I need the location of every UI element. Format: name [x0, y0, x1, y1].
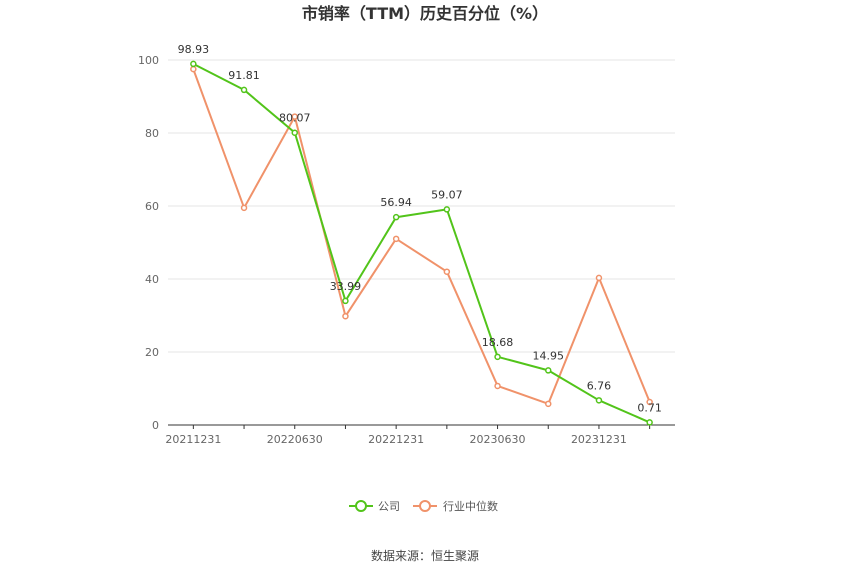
- data-point[interactable]: [190, 60, 197, 68]
- data-point[interactable]: [494, 353, 501, 361]
- legend-label: 行业中位数: [443, 499, 498, 513]
- legend[interactable]: 公司 行业中位数: [349, 499, 498, 513]
- data-point[interactable]: [443, 206, 451, 213]
- data-label: 56.94: [380, 196, 412, 209]
- data-point[interactable]: [392, 213, 400, 221]
- data-point[interactable]: [342, 297, 349, 305]
- data-point[interactable]: [595, 274, 603, 282]
- data-point[interactable]: [545, 400, 552, 408]
- data-point[interactable]: [342, 312, 349, 320]
- x-tick-label: 20211231: [165, 433, 221, 446]
- y-tick-label: 0: [152, 419, 159, 432]
- legend-swatch-marker: [355, 500, 367, 512]
- data-label: 59.07: [431, 188, 463, 201]
- data-point[interactable]: [240, 86, 248, 94]
- series-line-0: [192, 63, 651, 424]
- x-tick-label: 20231231: [571, 433, 627, 446]
- data-label: 80.07: [279, 112, 311, 125]
- grid-layer: [168, 59, 675, 353]
- legend-swatch-marker: [419, 500, 431, 512]
- legend-item-1[interactable]: 行业中位数: [413, 499, 498, 513]
- legend-item-0[interactable]: 公司: [349, 500, 400, 513]
- data-label: 18.68: [482, 336, 514, 349]
- chart-title: 市销率（TTM）历史百分位（%）: [302, 4, 548, 23]
- data-point[interactable]: [646, 419, 653, 426]
- data-point[interactable]: [494, 382, 501, 390]
- y-tick-label: 40: [145, 273, 159, 286]
- data-point[interactable]: [190, 65, 197, 73]
- y-tick-label: 100: [138, 54, 159, 67]
- data-label: 14.95: [533, 349, 565, 362]
- data-label: 33.99: [330, 280, 362, 293]
- data-label: 6.76: [587, 379, 612, 392]
- axis-layer: 0 20 40 60 80 100 20211231 20220630 20221231 2023…: [138, 54, 675, 446]
- data-point[interactable]: [240, 204, 248, 212]
- x-tick-label: 20221231: [368, 433, 424, 446]
- data-point[interactable]: [595, 397, 603, 404]
- data-point[interactable]: [545, 367, 552, 374]
- data-point[interactable]: [646, 398, 653, 406]
- y-tick-label: 20: [145, 346, 159, 359]
- legend-label: 公司: [378, 500, 400, 513]
- x-tick-label: 20230630: [470, 433, 526, 446]
- y-tick-label: 80: [145, 127, 159, 140]
- data-point[interactable]: [443, 268, 451, 275]
- label-layer: 98.93 91.81 80.07 33.99 56.94 59.07 18.68 14.95…: [178, 43, 662, 415]
- data-point[interactable]: [291, 113, 298, 120]
- data-label: 91.81: [228, 69, 260, 82]
- data-label: 0.71: [637, 401, 662, 414]
- data-point[interactable]: [392, 235, 400, 243]
- y-tick-label: 60: [145, 200, 159, 213]
- source-note: 数据来源：恒生聚源: [371, 548, 479, 563]
- data-point[interactable]: [291, 129, 298, 136]
- series-layer: [190, 60, 653, 426]
- data-label: 98.93: [178, 43, 210, 56]
- series-line-1: [192, 68, 651, 405]
- x-tick-label: 20220630: [267, 433, 323, 446]
